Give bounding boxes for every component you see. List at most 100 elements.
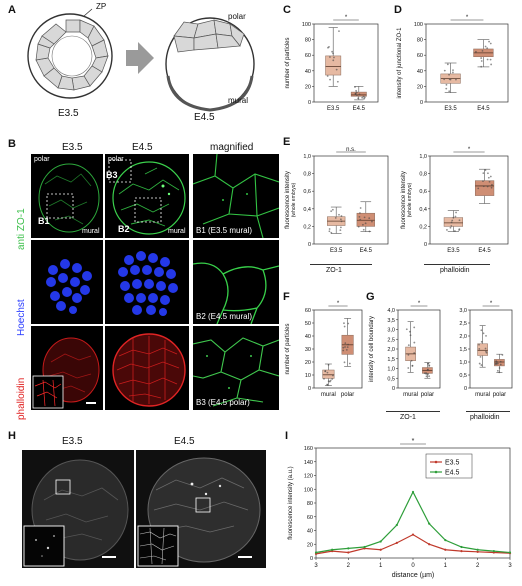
data-point — [425, 372, 427, 374]
x-tick-label: mural — [475, 392, 490, 398]
chart-e1: 0 0,2 0,4 0,6 0,8 1,0 fluorescence intensity (w… — [285, 147, 389, 254]
micrograph-h-e45 — [136, 450, 266, 568]
y-tick-label: 0,8 — [419, 172, 427, 178]
data-point — [445, 87, 448, 90]
x-tick-label: 2 — [476, 563, 480, 569]
chart-d: 0 20 40 60 80 100 intensity of junctional ZO-1… — [397, 15, 509, 112]
y-tick-label: 0 — [308, 100, 311, 106]
group-bar-g-phalloidin — [466, 411, 510, 412]
data-point — [428, 364, 431, 367]
data-point — [480, 329, 483, 332]
data-point — [407, 367, 410, 369]
data-point — [448, 90, 451, 93]
data-point — [489, 42, 492, 45]
plot-frame — [469, 309, 513, 389]
y-tick-label: 40 — [307, 529, 313, 535]
box-label-b1: B1 — [38, 216, 50, 226]
data-point — [487, 176, 490, 179]
x-tick-label: E4.5 — [360, 248, 373, 254]
group-label-g-phalloidin: phalloidin — [470, 414, 500, 421]
x-tick-label: mural — [403, 392, 418, 398]
data-point — [339, 218, 342, 221]
y-tick-label: 4,0 — [387, 308, 395, 314]
y-tick-label: 120 — [304, 474, 313, 480]
data-point — [486, 185, 489, 188]
data-point — [347, 343, 349, 346]
data-point — [324, 370, 327, 372]
data-point — [499, 363, 502, 366]
data-point — [338, 30, 340, 33]
y-axis-label-2: (whole embryo) — [407, 182, 413, 217]
y-tick-label: 40 — [305, 69, 311, 75]
legend-label: E4.5 — [445, 470, 460, 477]
data-point — [458, 228, 461, 231]
y-tick-label: 0,4 — [419, 207, 427, 213]
mural-label-e35: mural — [82, 228, 100, 235]
data-point — [482, 185, 485, 188]
y-tick-label: 100 — [304, 487, 313, 493]
data-point — [368, 230, 371, 233]
series-point — [379, 548, 382, 551]
data-point — [343, 325, 346, 328]
group-label-e-zo1: ZO-1 — [326, 267, 342, 274]
data-point — [455, 211, 457, 214]
series-line-E4.5 — [315, 490, 511, 554]
panel-label-g: G — [366, 291, 375, 303]
box-label-b2: B2 — [118, 224, 130, 234]
data-point — [362, 228, 365, 231]
data-point — [452, 69, 454, 72]
series-point — [460, 550, 463, 553]
x-tick-label: 3 — [508, 563, 512, 569]
data-point — [347, 322, 350, 325]
y-tick-label: 0 — [308, 386, 311, 392]
data-point — [427, 362, 430, 365]
chart-g2: 0 0,5 1,0 1,5 2,0 2,5 3,0 * mural polar — [459, 301, 513, 398]
x-tick-label: E3.5 — [330, 248, 343, 254]
significance-mark: * — [468, 147, 471, 153]
data-point — [327, 363, 330, 366]
y-tick-label: 20 — [417, 84, 423, 90]
data-point — [329, 379, 332, 382]
y-tick-label: 2,5 — [459, 321, 467, 327]
data-point — [332, 374, 334, 377]
data-point — [482, 172, 485, 175]
data-point — [480, 340, 483, 343]
data-point — [343, 322, 345, 325]
data-point — [448, 73, 450, 76]
y-tick-label: 1,0 — [387, 367, 395, 373]
series-point — [444, 539, 447, 542]
data-point — [450, 221, 453, 224]
y-tick-label: 3,5 — [387, 318, 395, 324]
data-point — [336, 80, 339, 83]
data-point — [363, 97, 365, 100]
magnified-label-b1: B1 (E3.5 mural) — [196, 226, 253, 235]
data-point — [475, 50, 477, 53]
data-point — [326, 75, 329, 77]
micrograph-h-e35 — [22, 450, 134, 568]
data-point — [490, 63, 493, 66]
box — [325, 55, 342, 76]
series-point — [476, 550, 479, 553]
magnified-b1 — [193, 154, 279, 238]
chart-g1: 0 0,5 1,0 1,5 2,0 2,5 3,0 3,5 4,0 intensity of ce… — [369, 301, 441, 398]
data-point — [340, 220, 343, 223]
y-tick-label: 80 — [417, 38, 423, 44]
data-point — [428, 375, 430, 378]
data-point — [487, 172, 489, 175]
blastocyst-schematic — [27, 8, 255, 112]
y-tick-label: 3,0 — [459, 308, 467, 314]
plot-frame — [313, 309, 363, 389]
data-point — [359, 218, 362, 221]
y-axis-label: fluorescence intensity — [401, 171, 407, 229]
data-point — [481, 50, 484, 52]
y-tick-label: 60 — [305, 53, 311, 59]
data-point — [477, 187, 480, 190]
data-point — [364, 222, 367, 225]
panel-label-e: E — [283, 136, 291, 148]
data-point — [490, 186, 493, 189]
y-axis-label: fluorescence intensity (a.u.) — [288, 466, 294, 539]
data-point — [425, 375, 428, 378]
data-point — [338, 213, 340, 216]
row-label-zo1: anti ZO-1 — [16, 208, 27, 250]
plot-frame — [313, 23, 379, 103]
